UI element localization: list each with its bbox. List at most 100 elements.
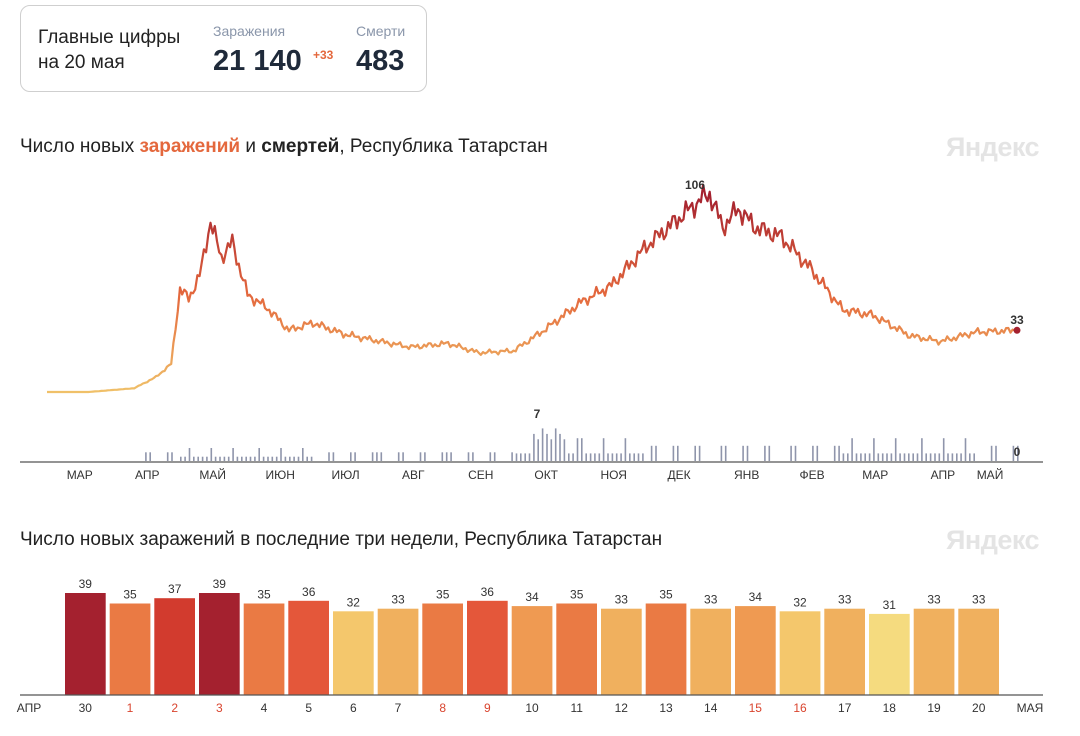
infections-line: [47, 183, 1018, 394]
chart1-title-post: , Республика Татарстан: [339, 136, 548, 157]
month-label: НОЯ: [600, 468, 626, 482]
day-label: 11: [570, 701, 583, 715]
deaths-bar: [934, 453, 936, 461]
day-bar-value: 33: [838, 593, 852, 607]
deaths-bar: [951, 453, 954, 461]
deaths-bar: [746, 445, 749, 461]
deaths-bar: [838, 445, 840, 461]
deaths-bar: [419, 452, 422, 461]
deaths-bar: [563, 439, 566, 461]
month-label: МАЙ: [199, 467, 226, 482]
day-bar-value: 35: [123, 588, 137, 602]
deaths-bar: [559, 433, 561, 461]
deaths-bar: [572, 453, 574, 461]
day-label: 18: [883, 701, 897, 715]
month-label: АВГ: [402, 468, 425, 482]
day-bar: [511, 606, 553, 695]
day-bar-value: 39: [213, 577, 227, 591]
deaths-bar: [650, 445, 653, 461]
day-label: 17: [838, 701, 852, 715]
day-label: 16: [793, 701, 807, 715]
deaths-bar: [297, 456, 300, 461]
deaths-bar: [589, 453, 592, 461]
deaths-bar: [271, 456, 274, 461]
deaths-bar: [254, 456, 256, 461]
day-bar: [645, 603, 687, 695]
deaths-bar: [790, 445, 792, 461]
month-label: ОКТ: [534, 468, 558, 482]
deaths-bar: [585, 453, 587, 461]
day-label: 8: [439, 701, 446, 715]
deaths-bar: [1012, 445, 1015, 461]
deaths-bar: [550, 439, 553, 461]
deaths-bar: [310, 456, 313, 461]
deaths-bar: [698, 445, 701, 461]
deaths-bar: [960, 453, 962, 461]
day-bar: [243, 603, 285, 695]
deaths-bar: [489, 452, 492, 461]
deaths-bar: [607, 453, 609, 461]
day-bar: [154, 598, 195, 695]
day-bar-value: 33: [391, 593, 405, 607]
deaths-bar: [864, 453, 866, 461]
summary-title-line1: Главные цифры: [38, 27, 181, 48]
month-label: АПР: [931, 468, 956, 482]
month-label: АПР: [135, 468, 160, 482]
deaths-bar: [306, 456, 308, 461]
deaths-bar: [258, 448, 260, 461]
day-bar: [913, 608, 955, 695]
deaths-bar: [886, 453, 888, 461]
deaths-bar: [493, 452, 496, 461]
deaths-bar: [816, 445, 819, 461]
day-bar: [779, 611, 821, 695]
day-label: 30: [79, 701, 93, 715]
day-label: 2: [171, 701, 178, 715]
deaths-bar: [894, 438, 897, 461]
month-label: МАЙ: [977, 467, 1004, 482]
day-bar-value: 37: [168, 582, 182, 596]
deaths-value: 483: [356, 45, 405, 77]
deaths-bar: [424, 452, 426, 461]
deaths-bar: [899, 453, 901, 461]
deaths-bar: [328, 452, 330, 461]
deaths-bar: [881, 453, 884, 461]
infections-deaths-chart: МАР АПР МАЙ ИЮН ИЮЛ АВГ СЕН ОКТ НОЯ ДЕК ЯНВ ФЕВ МАР А…: [20, 178, 1043, 482]
day-label: 15: [749, 701, 763, 715]
deaths-bar: [214, 456, 217, 461]
deaths-bar: [541, 428, 544, 461]
deaths-bar: [201, 456, 204, 461]
day-bar: [690, 608, 731, 695]
deaths-bar: [768, 445, 771, 461]
deaths-bar: [520, 453, 522, 461]
deaths-bar: [973, 453, 975, 461]
month-label: ИЮН: [265, 468, 294, 482]
deaths-bar: [149, 452, 151, 461]
deaths-bar: [223, 456, 226, 461]
day-bar-value: 33: [615, 593, 629, 607]
deaths-bar: [637, 453, 640, 461]
yandex-watermark-1: Яндекс: [946, 132, 1040, 162]
month-label: СЕН: [468, 468, 493, 482]
day-bar-value: 39: [79, 577, 93, 591]
deaths-bar: [677, 445, 679, 461]
deaths-bar: [629, 453, 631, 461]
deaths-bar: [908, 453, 910, 461]
day-bar: [869, 613, 910, 695]
deaths-bar: [916, 453, 919, 461]
day-label: 6: [350, 701, 357, 715]
chart2-end-month: МАЯ: [1017, 701, 1044, 715]
deaths-bar: [672, 445, 675, 461]
deaths-bar: [528, 453, 531, 461]
day-bar-value: 34: [749, 590, 763, 604]
deaths-bar: [602, 438, 605, 461]
deaths-bar: [890, 453, 893, 461]
deaths-bar: [371, 452, 374, 461]
deaths-bar: [868, 453, 871, 461]
day-label: 14: [704, 701, 718, 715]
deaths-bar: [354, 452, 356, 461]
infections-delta: +33: [313, 48, 334, 62]
deaths-bar: [833, 445, 836, 461]
day-bar-value: 35: [257, 588, 271, 602]
summary-title-line2: на 20 мая: [38, 52, 125, 73]
deaths-bar: [533, 433, 535, 461]
